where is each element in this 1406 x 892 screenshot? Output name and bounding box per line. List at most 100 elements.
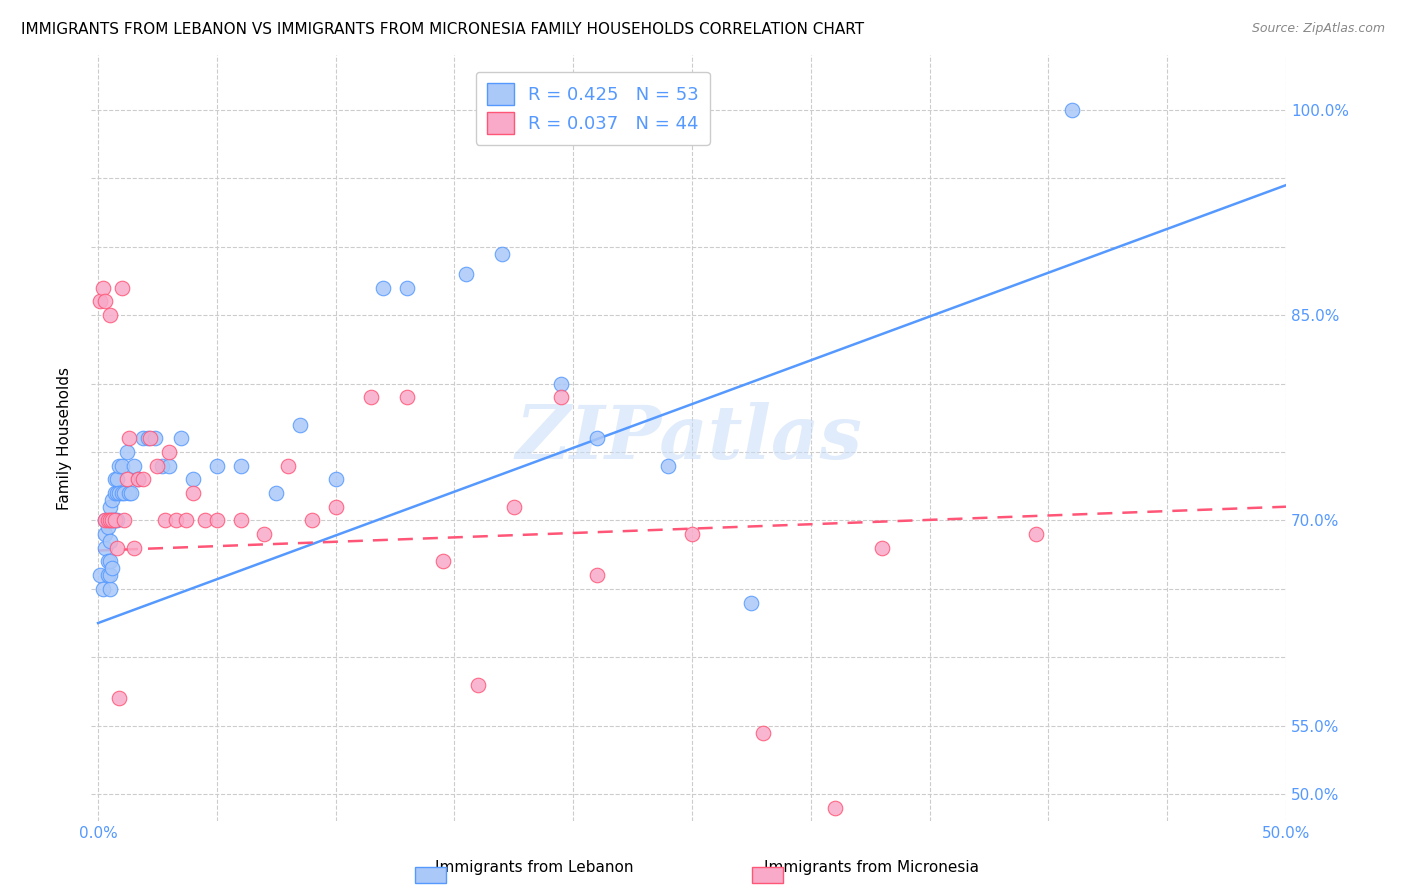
Point	[111, 458, 134, 473]
Point	[301, 513, 323, 527]
Point	[97, 554, 120, 568]
Point	[105, 486, 128, 500]
Point	[157, 458, 180, 473]
Point	[153, 513, 176, 527]
Point	[253, 527, 276, 541]
Point	[550, 376, 572, 391]
Point	[89, 568, 111, 582]
Text: Immigrants from Lebanon: Immigrants from Lebanon	[434, 861, 634, 875]
Point	[395, 281, 418, 295]
Point	[143, 431, 166, 445]
Text: ZIPatlas: ZIPatlas	[515, 402, 862, 475]
Point	[740, 595, 762, 609]
Point	[150, 458, 173, 473]
Point	[288, 417, 311, 432]
Point	[94, 541, 117, 555]
Point	[181, 486, 204, 500]
Point	[491, 246, 513, 260]
Point	[101, 561, 124, 575]
Point	[127, 472, 149, 486]
Point	[115, 445, 138, 459]
Point	[139, 431, 162, 445]
Point	[194, 513, 217, 527]
Point	[89, 294, 111, 309]
Point	[1025, 527, 1047, 541]
Point	[104, 472, 127, 486]
Point	[122, 458, 145, 473]
Point	[111, 486, 134, 500]
Point	[132, 472, 155, 486]
Point	[325, 500, 347, 514]
Point	[97, 513, 120, 527]
Point	[101, 513, 124, 527]
Text: IMMIGRANTS FROM LEBANON VS IMMIGRANTS FROM MICRONESIA FAMILY HOUSEHOLDS CORRELAT: IMMIGRANTS FROM LEBANON VS IMMIGRANTS FR…	[21, 22, 865, 37]
Point	[105, 513, 128, 527]
Point	[101, 513, 124, 527]
Point	[205, 513, 228, 527]
Point	[136, 431, 159, 445]
Point	[105, 541, 128, 555]
Point	[118, 431, 141, 445]
Point	[94, 513, 117, 527]
Point	[108, 691, 131, 706]
Point	[264, 486, 287, 500]
Point	[586, 431, 609, 445]
Point	[98, 582, 121, 596]
Point	[467, 678, 489, 692]
Point	[120, 486, 142, 500]
Point	[98, 308, 121, 322]
Point	[94, 294, 117, 309]
Point	[111, 281, 134, 295]
Point	[205, 458, 228, 473]
Point	[681, 527, 703, 541]
Point	[586, 568, 609, 582]
Point	[122, 541, 145, 555]
Point	[127, 472, 149, 486]
Y-axis label: Family Households: Family Households	[58, 367, 72, 510]
Point	[157, 445, 180, 459]
Point	[181, 472, 204, 486]
Point	[432, 554, 454, 568]
Point	[277, 458, 299, 473]
Point	[112, 513, 135, 527]
Point	[97, 520, 120, 534]
Point	[502, 500, 524, 514]
Point	[657, 458, 679, 473]
Point	[91, 582, 114, 596]
Point	[325, 472, 347, 486]
Text: Immigrants from Micronesia: Immigrants from Micronesia	[765, 861, 979, 875]
Point	[752, 725, 775, 739]
Point	[91, 281, 114, 295]
Point	[550, 390, 572, 404]
Point	[105, 472, 128, 486]
Point	[108, 458, 131, 473]
Point	[360, 390, 382, 404]
Text: Source: ZipAtlas.com: Source: ZipAtlas.com	[1251, 22, 1385, 36]
Point	[170, 431, 193, 445]
Point	[373, 281, 395, 295]
Point	[824, 801, 846, 815]
Point	[98, 513, 121, 527]
Point	[115, 472, 138, 486]
Point	[166, 513, 188, 527]
Point	[98, 500, 121, 514]
Legend: R = 0.425   N = 53, R = 0.037   N = 44: R = 0.425 N = 53, R = 0.037 N = 44	[475, 72, 710, 145]
Point	[174, 513, 197, 527]
Point	[104, 486, 127, 500]
Point	[101, 492, 124, 507]
Point	[229, 513, 252, 527]
Point	[98, 533, 121, 548]
Point	[870, 541, 893, 555]
Point	[98, 568, 121, 582]
Point	[94, 513, 117, 527]
Point	[112, 486, 135, 500]
Point	[97, 568, 120, 582]
Point	[229, 458, 252, 473]
Point	[146, 458, 169, 473]
Point	[132, 431, 155, 445]
Point	[104, 513, 127, 527]
Point	[94, 527, 117, 541]
Point	[118, 486, 141, 500]
Point	[98, 554, 121, 568]
Point	[104, 513, 127, 527]
